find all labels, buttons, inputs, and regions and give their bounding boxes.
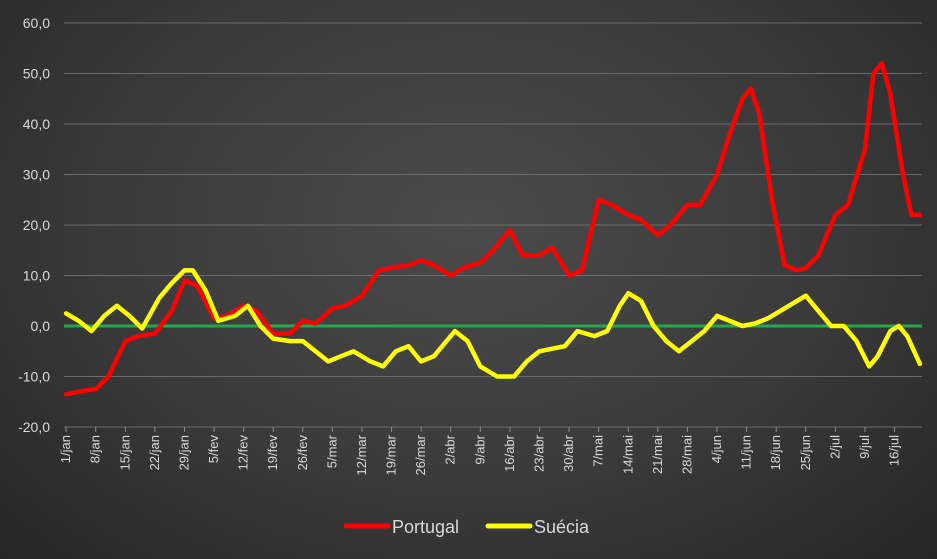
y-tick-label: -20,0 <box>18 419 50 435</box>
x-tick-label: 8/jan <box>88 435 103 463</box>
x-tick-label: 26/fev <box>295 435 310 471</box>
x-tick-label: 18/jun <box>768 435 783 470</box>
x-tick-label: 29/jan <box>176 435 191 470</box>
y-tick-label: 40,0 <box>23 116 50 132</box>
x-tick-label: 9/jul <box>857 435 872 459</box>
x-tick-label: 5/fev <box>206 435 221 464</box>
x-tick-label: 7/mai <box>591 435 606 467</box>
x-tick-label: 19/fev <box>265 435 280 471</box>
x-tick-label: 12/fev <box>236 435 251 471</box>
x-tick-label: 22/jan <box>147 435 162 470</box>
y-tick-label: 20,0 <box>23 217 50 233</box>
x-tick-label: 14/mai <box>620 435 635 474</box>
y-axis: -20,0 -10,0 0,0 10,0 20,0 30,0 40,0 50,0 60,0 <box>18 15 50 435</box>
x-tick-label: 23/abr <box>531 434 546 472</box>
x-tick-label: 16/abr <box>502 434 517 472</box>
x-tick-label: 26/mar <box>413 434 428 475</box>
x-tick-label: 9/abr <box>472 434 487 464</box>
y-tick-label: 30,0 <box>23 167 50 183</box>
x-tick-label: 2/abr <box>443 434 458 464</box>
y-tick-label: 50,0 <box>23 66 50 82</box>
x-tick-label: 21/mai <box>650 435 665 474</box>
series-layer <box>63 61 923 397</box>
x-tick-label: 12/mar <box>354 434 369 475</box>
y-tick-label: -10,0 <box>18 369 50 385</box>
x-tick-label: 30/abr <box>561 434 576 472</box>
x-tick-label: 15/jan <box>117 435 132 470</box>
x-axis: 1/jan 8/jan 15/jan 22/jan 29/jan 5/fev 12/fev 1… <box>58 427 902 475</box>
y-tick-label: 60,0 <box>23 15 50 31</box>
x-tick-label: 28/mai <box>679 435 694 474</box>
x-tick-label: 11/jun <box>739 435 754 469</box>
legend: Portugal Suécia <box>343 517 590 537</box>
y-tick-label: 10,0 <box>23 268 50 284</box>
x-tick-label: 25/jun <box>798 435 813 470</box>
series-line-suecia <box>63 268 923 379</box>
x-tick-label: 19/mar <box>384 434 399 475</box>
series-line-portugal <box>63 61 923 397</box>
x-tick-label: 2/jul <box>827 435 842 459</box>
x-tick-label: 16/jul <box>887 435 902 466</box>
x-tick-label: 4/jun <box>709 435 724 463</box>
legend-label-portugal: Portugal <box>392 517 459 537</box>
y-tick-label: 0,0 <box>31 318 51 334</box>
x-tick-label: 5/mar <box>324 434 339 468</box>
gridlines <box>64 22 922 428</box>
x-tick-label: 1/jan <box>58 435 73 463</box>
legend-label-suecia: Suécia <box>534 517 590 537</box>
